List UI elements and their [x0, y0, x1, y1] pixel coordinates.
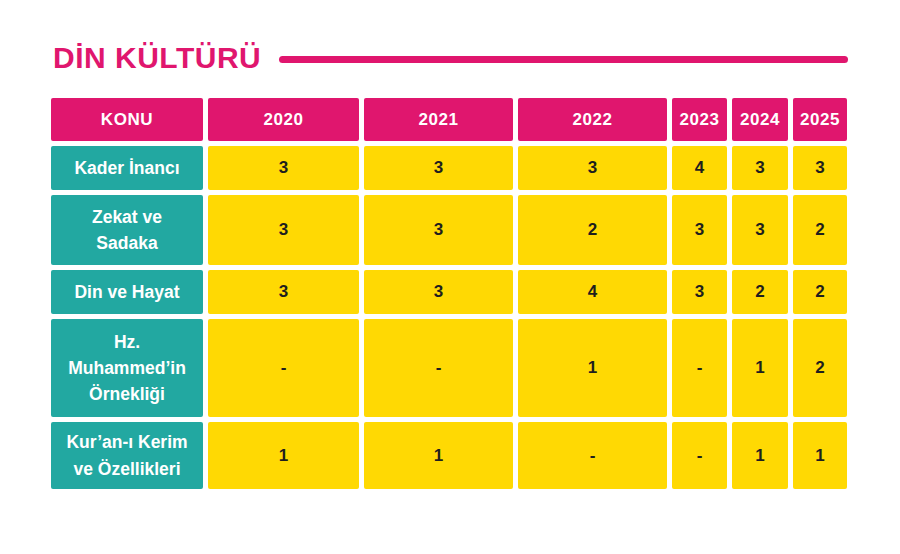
value-cell: 3 [364, 146, 513, 190]
value-cell: - [672, 319, 727, 417]
value-cell: 1 [208, 422, 359, 489]
row-label-kader-inanci: Kader İnancı [51, 146, 203, 190]
column-header-2021: 2021 [364, 98, 513, 141]
value-cell: 3 [672, 195, 727, 265]
row-label-din-ve-hayat: Din ve Hayat [51, 270, 203, 314]
value-cell: 4 [518, 270, 667, 314]
column-header-2020: 2020 [208, 98, 359, 141]
row-label-hz-muhammedin-ornekligi: Hz. Muhammed’in Örnekliği [51, 319, 203, 417]
value-cell: 3 [732, 146, 788, 190]
value-cell: 2 [793, 319, 847, 417]
value-cell: - [364, 319, 513, 417]
value-cell: 3 [672, 270, 727, 314]
value-cell: 2 [518, 195, 667, 265]
value-cell: 3 [208, 195, 359, 265]
page-title: DİN KÜLTÜRÜ [53, 40, 261, 76]
value-cell: 2 [793, 270, 847, 314]
value-cell: 3 [518, 146, 667, 190]
row-label-kurani-kerim-ve-ozellikleri: Kur’an-ı Kerim ve Özellikleri [51, 422, 203, 489]
value-cell: - [518, 422, 667, 489]
value-cell: 4 [672, 146, 727, 190]
column-header-2025: 2025 [793, 98, 847, 141]
value-cell: 2 [793, 195, 847, 265]
column-header-2024: 2024 [732, 98, 788, 141]
value-cell: 3 [364, 270, 513, 314]
column-header-konu: KONU [51, 98, 203, 141]
value-cell: 3 [793, 146, 847, 190]
value-cell: 3 [208, 146, 359, 190]
topics-by-year-table: KONU 2020 2021 2022 2023 2024 2025 Kader… [51, 98, 847, 489]
value-cell: 1 [732, 319, 788, 417]
value-cell: 3 [364, 195, 513, 265]
value-cell: 1 [732, 422, 788, 489]
value-cell: 3 [208, 270, 359, 314]
value-cell: 3 [732, 195, 788, 265]
page: DİN KÜLTÜRÜ KONU 2020 2021 2022 2023 202… [0, 0, 900, 554]
title-divider-line [279, 56, 848, 63]
value-cell: 2 [732, 270, 788, 314]
value-cell: 1 [518, 319, 667, 417]
row-label-zekat-ve-sadaka: Zekat ve Sadaka [51, 195, 203, 265]
value-cell: - [208, 319, 359, 417]
column-header-2023: 2023 [672, 98, 727, 141]
value-cell: - [672, 422, 727, 489]
value-cell: 1 [364, 422, 513, 489]
header: DİN KÜLTÜRÜ [53, 40, 848, 76]
value-cell: 1 [793, 422, 847, 489]
column-header-2022: 2022 [518, 98, 667, 141]
